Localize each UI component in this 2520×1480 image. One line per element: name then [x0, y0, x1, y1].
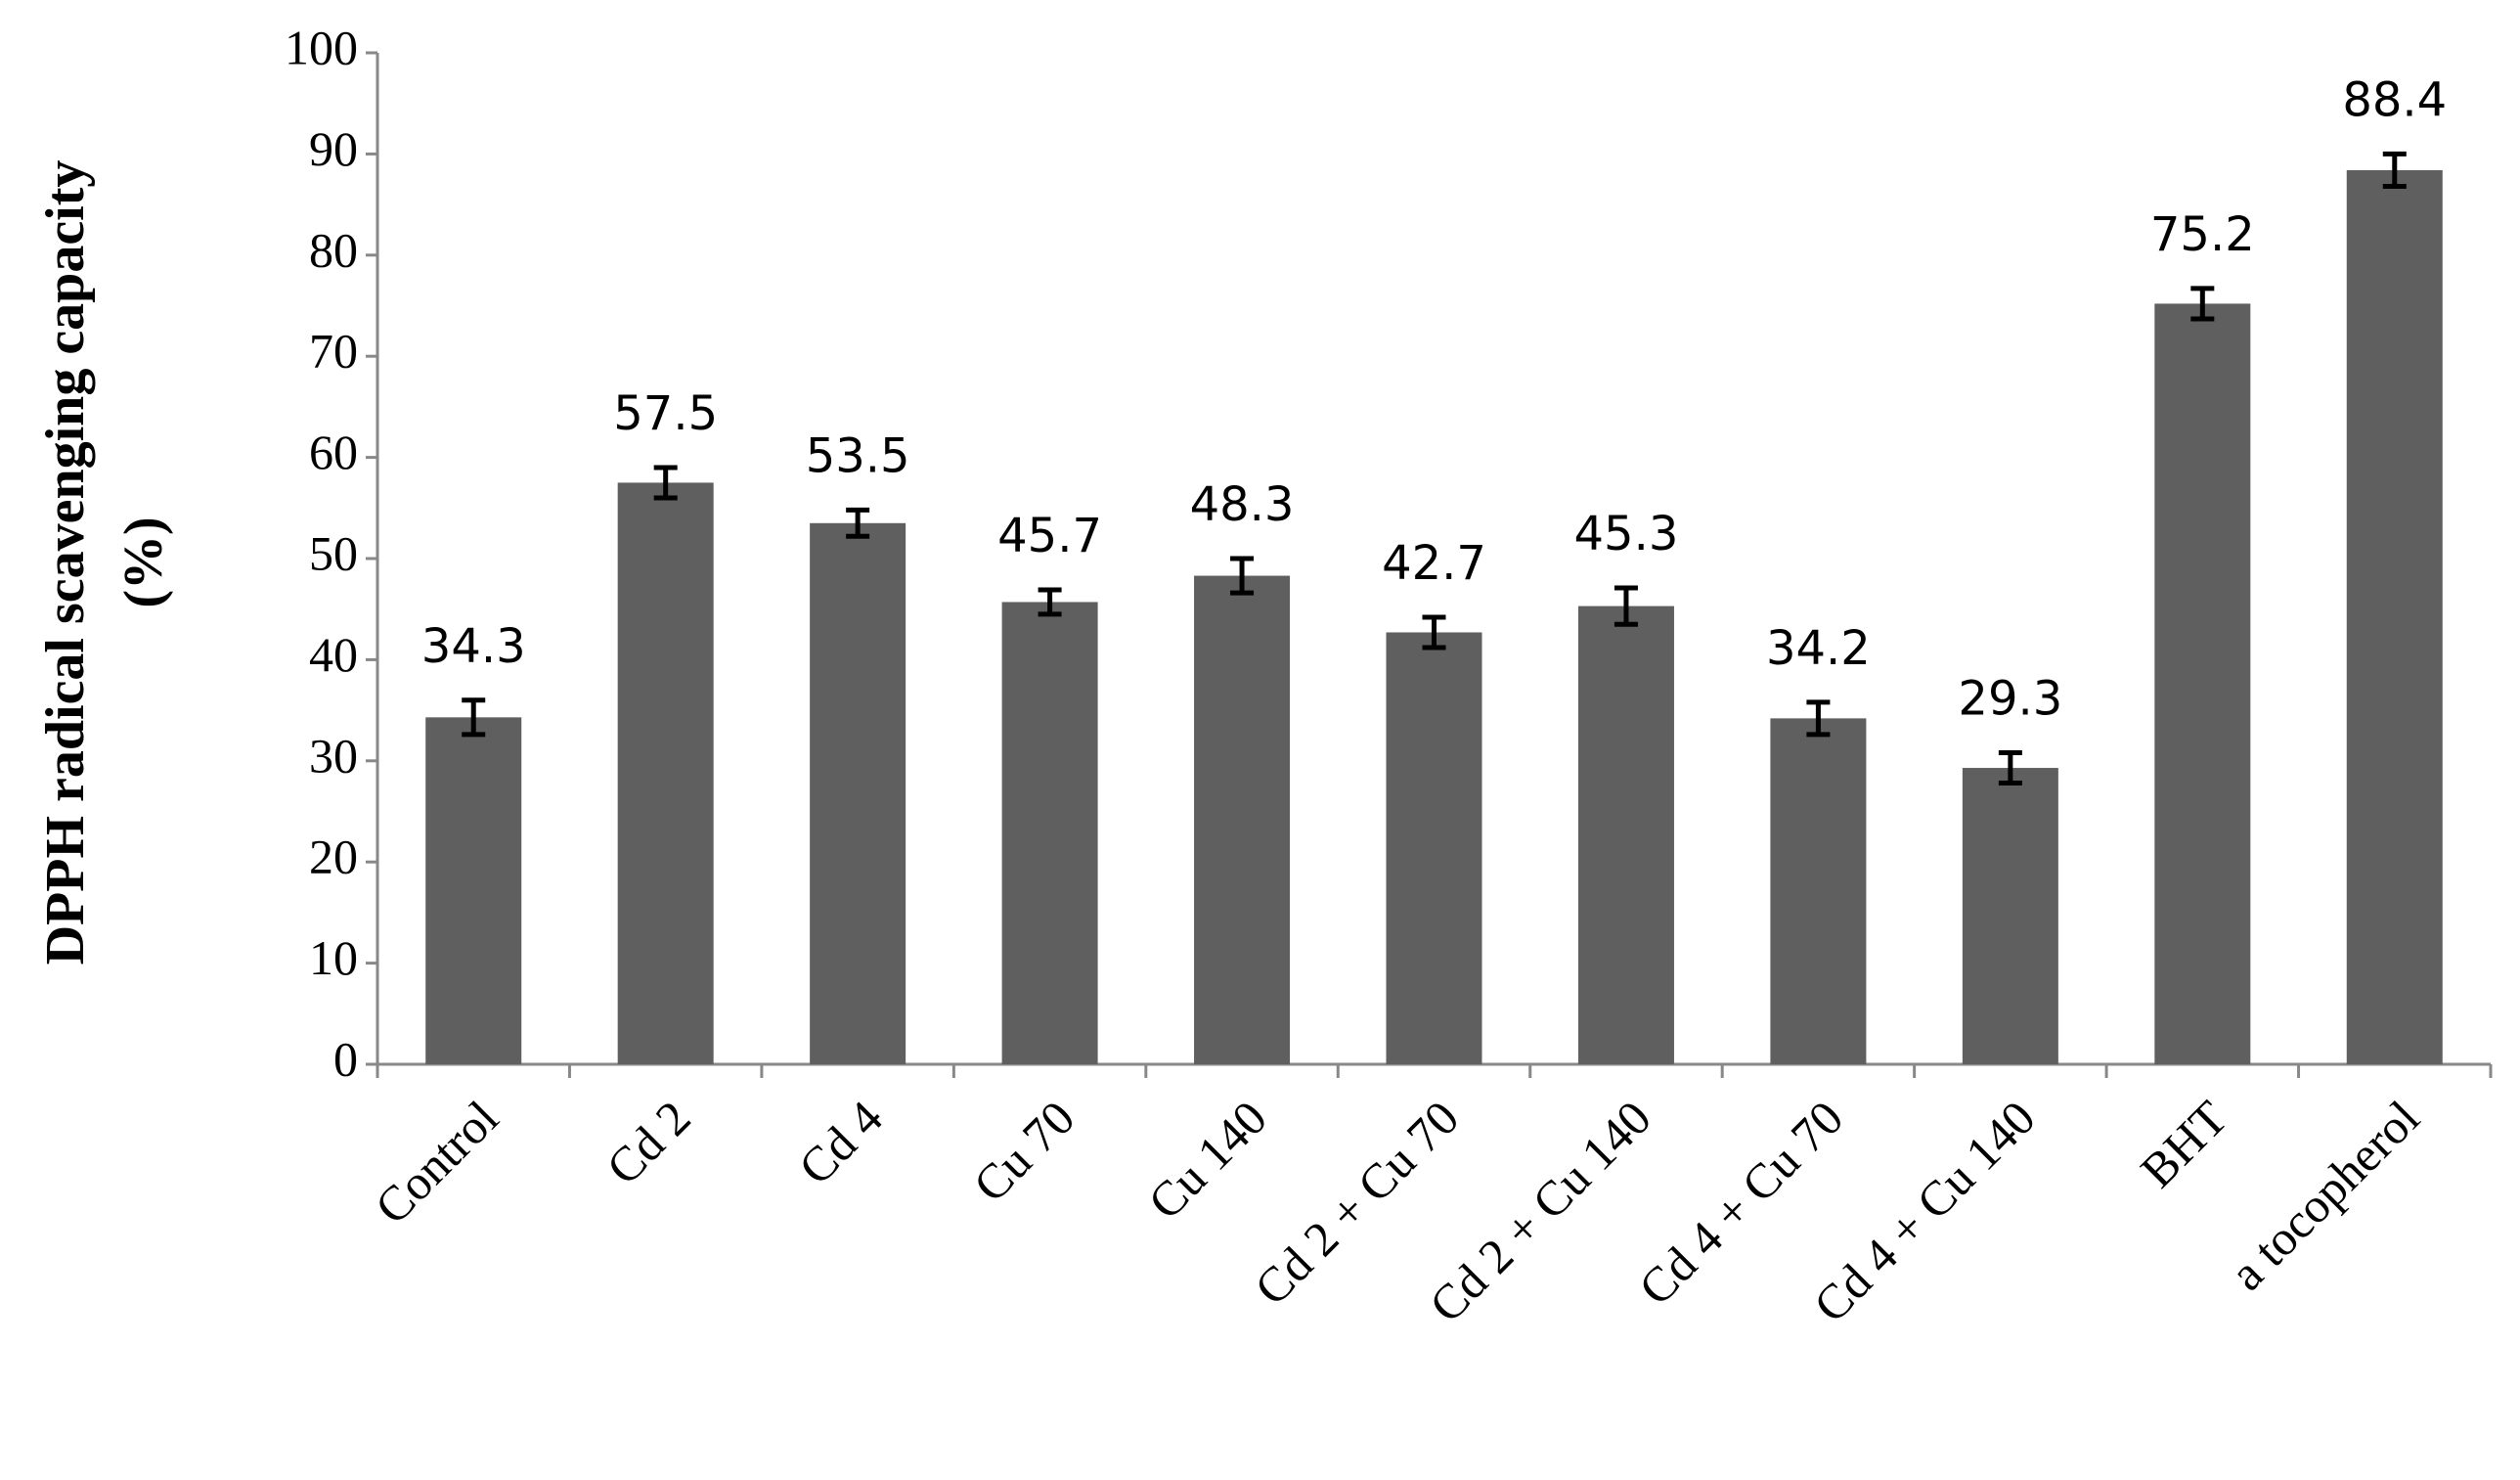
data-label: 57.5 [613, 386, 718, 441]
x-tick-label: Cd 4 [788, 1090, 893, 1194]
data-label: 75.2 [2150, 207, 2255, 262]
y-tick-label: 50 [309, 525, 358, 580]
y-tick-label: 80 [309, 222, 358, 277]
data-label: 53.5 [806, 428, 910, 483]
y-tick-label: 60 [309, 425, 358, 479]
bar [1194, 575, 1291, 1064]
bar [1577, 605, 1674, 1064]
error-bar [653, 465, 678, 501]
y-tick-label: 40 [309, 627, 358, 682]
data-label: 48.3 [1190, 477, 1295, 532]
data-label: 45.7 [997, 509, 1102, 563]
bar [2346, 169, 2443, 1065]
data-label: 34.2 [1766, 621, 1871, 676]
error-bar [846, 507, 870, 539]
bar [425, 717, 522, 1064]
data-label: 29.3 [1958, 672, 2062, 727]
y-tick-label: 20 [309, 830, 358, 884]
y-tick-label: 10 [309, 930, 358, 985]
x-tick-label: a tocopherol [2219, 1090, 2429, 1300]
y-tick-label: 70 [309, 324, 358, 379]
error-bar [462, 697, 486, 738]
bar [810, 522, 906, 1064]
x-tick-label: Control [364, 1090, 508, 1234]
error-bar [1422, 614, 1446, 650]
bar [2154, 303, 2251, 1064]
error-bar [1614, 585, 1638, 627]
data-label: 45.3 [1574, 507, 1679, 561]
error-bar [2382, 151, 2407, 189]
error-bar [1038, 587, 1062, 617]
x-tick-label: Cu 140 [1137, 1090, 1277, 1230]
bar [1386, 632, 1482, 1064]
x-tick-label: BHT [2130, 1090, 2237, 1197]
y-tick-label: 30 [309, 728, 358, 783]
x-tick-label: Cd 2 [596, 1090, 700, 1194]
error-bar [1806, 699, 1831, 738]
x-tick-label: Cu 70 [962, 1090, 1084, 1212]
error-bar [1230, 556, 1255, 596]
y-axis-label: (%) [113, 516, 174, 607]
y-axis-label: DPPH radical scavenging capacity [35, 160, 96, 965]
error-bar [2190, 286, 2215, 322]
y-tick-label: 0 [333, 1031, 358, 1086]
data-label: 88.4 [2342, 72, 2447, 127]
error-bar [1998, 750, 2022, 786]
y-tick-label: 100 [285, 20, 358, 74]
bar [1962, 768, 2058, 1064]
y-tick-label: 90 [309, 121, 358, 176]
bar [1001, 602, 1098, 1064]
data-label: 42.7 [1382, 536, 1486, 591]
bar [1770, 718, 1867, 1064]
bar [617, 482, 714, 1064]
data-label: 34.3 [421, 619, 526, 674]
